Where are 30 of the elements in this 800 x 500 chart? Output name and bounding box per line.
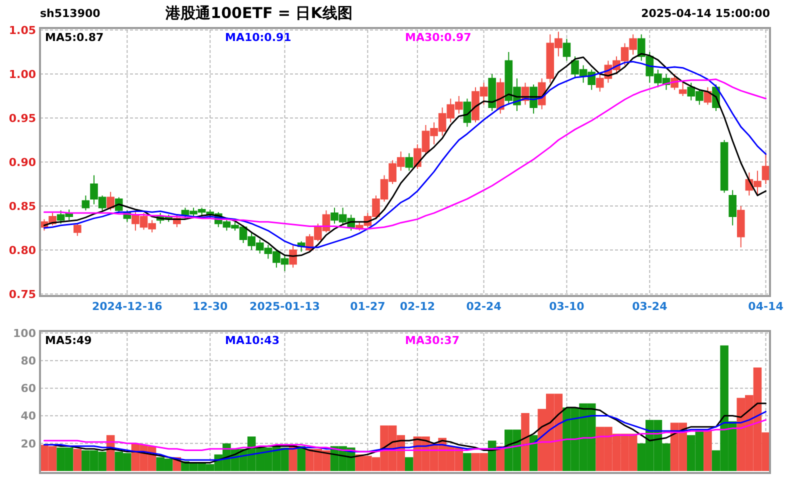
x-tick-label: 01-27: [350, 300, 386, 313]
text: 2025-04-14 15:00:00: [641, 7, 770, 20]
text: MA5:0.87: [45, 31, 104, 44]
y-tick-label: 0.90: [8, 156, 36, 169]
y-tick-label: 60: [20, 382, 36, 396]
y-tick-label: 80: [20, 354, 36, 368]
y-tick-label: 0.95: [8, 112, 36, 125]
x-tick-label: 04-14: [748, 300, 784, 313]
y-tick-label: 40: [20, 410, 36, 423]
text: MA10:0.91: [225, 31, 292, 44]
text: MA5:49: [45, 334, 92, 347]
x-tick-label: 03-10: [549, 300, 585, 313]
x-tick-label: 2025-01-13: [250, 300, 320, 313]
y-tick-label: 0.80: [8, 244, 36, 257]
x-tick-label: 02-12: [400, 300, 436, 313]
x-tick-label: 2024-12-16: [92, 300, 163, 313]
text: MA10:43: [225, 334, 280, 347]
y-tick-label: 1.05: [8, 24, 36, 37]
y-tick-label: 0.85: [8, 200, 36, 213]
x-tick-label: 03-24: [632, 300, 668, 313]
x-tick-label: 02-24: [466, 300, 502, 313]
text: sh513900: [40, 7, 101, 20]
text: MA30:37: [405, 334, 460, 347]
chart-title: 港股通100ETF = 日K线图: [164, 4, 352, 22]
y-tick-label: 20: [20, 437, 36, 450]
y-tick-label: 100: [13, 326, 36, 340]
y-tick-label: 0.75: [8, 288, 36, 301]
x-tick-label: 12-30: [192, 300, 228, 313]
text: MA30:0.97: [405, 31, 472, 44]
y-tick-label: 1.00: [8, 68, 36, 81]
